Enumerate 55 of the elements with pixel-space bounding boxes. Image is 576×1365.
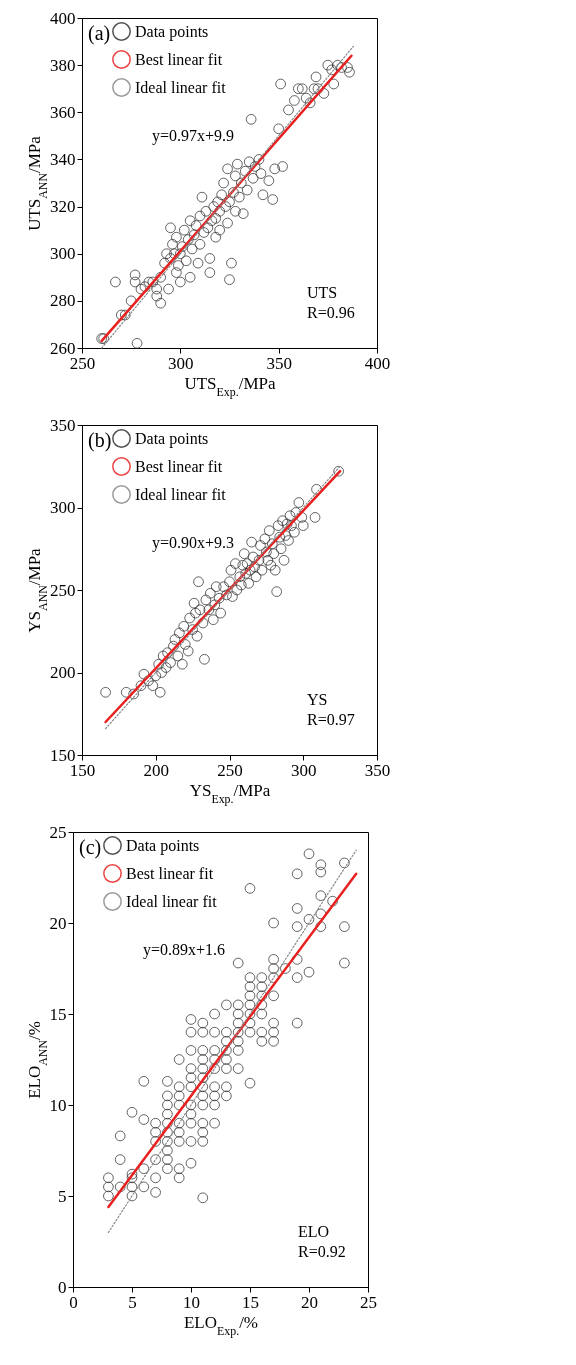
legend-label: Best linear fit <box>126 864 214 882</box>
annotation: y=0.97x+9.9 <box>152 127 235 145</box>
annotation: YS <box>307 691 328 708</box>
x-tick-label: 400 <box>364 353 391 373</box>
x-tick-label: 250 <box>217 760 243 780</box>
x-tick-label: 350 <box>266 353 292 373</box>
y-tick-label: 350 <box>50 415 76 435</box>
legend-label: Ideal linear fit <box>135 78 227 96</box>
y-tick-label: 320 <box>50 197 76 217</box>
x-tick-label: 15 <box>242 1292 259 1312</box>
legend-label: Ideal linear fit <box>135 485 227 503</box>
annotation: R=0.96 <box>307 304 355 321</box>
y-tick-label: 380 <box>50 55 76 75</box>
x-tick-label: 300 <box>168 353 194 373</box>
y-tick-label: 250 <box>50 580 76 600</box>
x-axis-title: ELO$_{Exp.}$/% <box>183 1312 259 1338</box>
y-tick-label: 400 <box>50 8 76 28</box>
x-tick-label: 200 <box>143 760 169 780</box>
legend-label: Data points <box>135 429 209 448</box>
y-tick-label: 280 <box>50 291 76 311</box>
legend-label: Ideal linear fit <box>126 892 218 910</box>
annotation: (b) <box>88 429 112 452</box>
y-tick-label: 150 <box>50 745 76 765</box>
legend-label: Best linear fit <box>135 457 223 475</box>
x-axis-title: UTS$_{Exp.}$/MPa <box>184 373 276 399</box>
y-tick-label: 260 <box>50 338 76 358</box>
legend-label: Data points <box>135 22 209 41</box>
y-tick-label: 0 <box>58 1277 67 1297</box>
x-tick-label: 10 <box>183 1292 200 1312</box>
annotation: R=0.97 <box>307 711 355 728</box>
annotation: y=0.90x+9.3 <box>152 534 235 552</box>
y-tick-label: 25 <box>49 822 67 842</box>
annotation: R=0.92 <box>298 1243 346 1260</box>
x-tick-label: 20 <box>301 1292 318 1312</box>
y-tick-label: 200 <box>50 663 76 682</box>
x-tick-label: 5 <box>128 1292 137 1312</box>
y-tick-label: 15 <box>49 1004 67 1024</box>
y-tick-label: 300 <box>50 244 76 264</box>
annotation: ELO <box>298 1223 330 1240</box>
y-tick-label: 5 <box>58 1186 67 1206</box>
annotation: (a) <box>88 22 111 45</box>
y-tick-label: 340 <box>50 149 76 169</box>
annotation: y=0.89x+1.6 <box>143 941 226 959</box>
annotation: UTS <box>307 284 338 301</box>
x-tick-label: 350 <box>364 760 391 780</box>
annotation: (c) <box>79 836 102 859</box>
y-tick-label: 20 <box>49 913 67 933</box>
x-tick-label: 300 <box>291 760 317 780</box>
x-tick-label: 25 <box>360 1292 377 1312</box>
y-tick-label: 300 <box>50 498 76 517</box>
x-axis-title: YS$_{Exp.}$/MPa <box>189 780 271 806</box>
y-tick-label: 10 <box>49 1095 67 1115</box>
legend-label: Data points <box>126 836 200 855</box>
legend-label: Best linear fit <box>135 50 223 68</box>
y-tick-label: 360 <box>50 102 76 122</box>
